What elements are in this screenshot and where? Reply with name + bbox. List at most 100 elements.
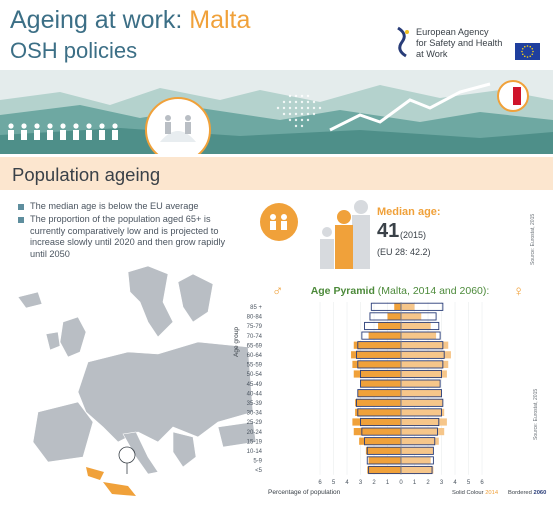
age-group-tick-label: 40-44 bbox=[247, 391, 263, 397]
bullet-item: The proportion of the population aged 65… bbox=[18, 214, 232, 260]
section-title: Population ageing bbox=[12, 164, 161, 185]
turkey-shape bbox=[217, 421, 257, 448]
bar-female-2014 bbox=[401, 466, 434, 474]
ireland-shape bbox=[45, 331, 61, 351]
bar-female-2014 bbox=[401, 351, 451, 359]
x-tick-label: 4 bbox=[453, 480, 457, 486]
header: Ageing at work: Malta OSH policies Europ… bbox=[0, 0, 553, 70]
malta-island-shape bbox=[103, 482, 136, 496]
legend-bordered: Bordered 2060 bbox=[508, 490, 546, 496]
median-age-eu: (EU 28: 42.2) bbox=[377, 247, 431, 257]
x-tick-label: 3 bbox=[359, 480, 363, 486]
age-group-tick-label: 50-54 bbox=[247, 372, 263, 378]
bar-female-2014 bbox=[401, 399, 443, 407]
bar-female-2014 bbox=[401, 389, 442, 397]
bar-male-2014 bbox=[352, 360, 401, 368]
bar-male-2014 bbox=[365, 447, 401, 455]
eu-osha-logo-icon bbox=[397, 26, 409, 58]
bar-female-2014 bbox=[401, 428, 445, 436]
pyramid-title: Age Pyramid (Malta, 2014 and 2060): bbox=[310, 285, 490, 297]
bar-male-2014 bbox=[359, 437, 401, 445]
age-group-tick-label: 20-24 bbox=[247, 430, 263, 436]
iberia-shape bbox=[32, 401, 94, 463]
median-age-label: Median age: bbox=[377, 206, 441, 218]
age-group-tick-label: 25-29 bbox=[247, 420, 263, 426]
bar-female-2014 bbox=[401, 418, 447, 426]
bar-male-2014 bbox=[367, 466, 401, 474]
legend-solid: Solid Colour 2014 bbox=[452, 490, 499, 496]
bar-male-2014 bbox=[357, 389, 401, 397]
page-title: Ageing at work: Malta bbox=[10, 6, 251, 34]
bar-female-2014 bbox=[401, 408, 445, 416]
x-tick-label: 5 bbox=[467, 480, 471, 486]
bar-female-2014 bbox=[401, 360, 449, 368]
median-age-illustration bbox=[260, 200, 370, 269]
family-icon bbox=[260, 203, 298, 241]
bar-female-2014 bbox=[401, 370, 447, 378]
x-axis-label: Percentage of population bbox=[268, 489, 341, 496]
median-age-year: (2015) bbox=[400, 230, 427, 240]
age-group-tick-label: 75-79 bbox=[247, 324, 263, 330]
header-banner bbox=[0, 70, 553, 154]
x-tick-label: 3 bbox=[440, 480, 444, 486]
bar-male-2014 bbox=[355, 399, 401, 407]
age-group-tick-label: 35-39 bbox=[247, 401, 263, 407]
bar-male-2014 bbox=[394, 303, 401, 311]
agency-name: European Agency for Safety and Health at… bbox=[416, 27, 503, 59]
y-axis-label: Age group bbox=[233, 327, 240, 357]
x-tick-label: 6 bbox=[318, 480, 322, 486]
bar-female-2014 bbox=[401, 332, 437, 340]
bar-male-2014 bbox=[353, 370, 401, 378]
pyramid-source: Source: Eurostat, 2015 bbox=[533, 388, 539, 440]
country-name: Malta bbox=[189, 6, 251, 34]
bar-female-2014 bbox=[401, 322, 431, 330]
x-tick-label: 4 bbox=[345, 480, 349, 486]
bar-female-2014 bbox=[401, 341, 449, 349]
bar-female-2014 bbox=[401, 437, 439, 445]
greece-shape bbox=[172, 431, 197, 468]
male-symbol-icon: ♂ bbox=[272, 283, 284, 300]
elderly-workers-circle bbox=[145, 97, 211, 154]
age-group-tick-label: 10-14 bbox=[247, 449, 263, 455]
x-tick-label: 6 bbox=[480, 480, 484, 486]
bar-male-2014 bbox=[351, 351, 401, 359]
median-age-value: 41 bbox=[377, 220, 400, 242]
page-subtitle: OSH policies bbox=[10, 38, 138, 63]
bar-female-2014 bbox=[401, 456, 431, 464]
eu-flag-icon bbox=[515, 43, 540, 60]
bar-male-2014 bbox=[353, 341, 401, 349]
bullet-item: The median age is below the EU average bbox=[18, 201, 232, 212]
dotted-europe-map bbox=[276, 94, 322, 128]
median-source: Source: Eurostat, 2015 bbox=[530, 213, 536, 265]
scandinavia-shape bbox=[127, 265, 174, 338]
x-tick-label: 2 bbox=[426, 480, 430, 486]
age-group-tick-label: <5 bbox=[255, 468, 263, 474]
finland-shape bbox=[177, 273, 214, 323]
x-tick-label: 5 bbox=[332, 480, 336, 486]
trend-line bbox=[329, 82, 491, 132]
worker-icons bbox=[8, 123, 118, 140]
x-tick-label: 2 bbox=[372, 480, 376, 486]
age-group-tick-label: 80-84 bbox=[247, 315, 263, 321]
age-group-tick-label: 85 + bbox=[250, 305, 262, 311]
age-group-tick-label: 65-69 bbox=[247, 343, 263, 349]
age-group-tick-label: 45-49 bbox=[247, 382, 263, 388]
iceland-shape bbox=[17, 291, 43, 309]
uk-shape bbox=[59, 316, 87, 358]
age-group-tick-label: 60-64 bbox=[247, 353, 263, 359]
italy-shape bbox=[122, 431, 159, 475]
bar-male-2014 bbox=[378, 322, 401, 330]
median-person-icons bbox=[320, 200, 370, 269]
section-header: Population ageing bbox=[0, 157, 553, 190]
europe-map bbox=[17, 265, 257, 496]
age-group-tick-label: 70-74 bbox=[247, 334, 263, 340]
bar-female-2014 bbox=[401, 312, 422, 320]
bar-male-2014 bbox=[368, 332, 401, 340]
bar-male-2014 bbox=[352, 418, 401, 426]
bar-male-2014 bbox=[355, 408, 401, 416]
bar-female-2014 bbox=[401, 380, 441, 388]
malta-locator-circle bbox=[118, 446, 136, 464]
continental-shape bbox=[77, 341, 254, 443]
age-group-tick-label: 55-59 bbox=[247, 363, 263, 369]
